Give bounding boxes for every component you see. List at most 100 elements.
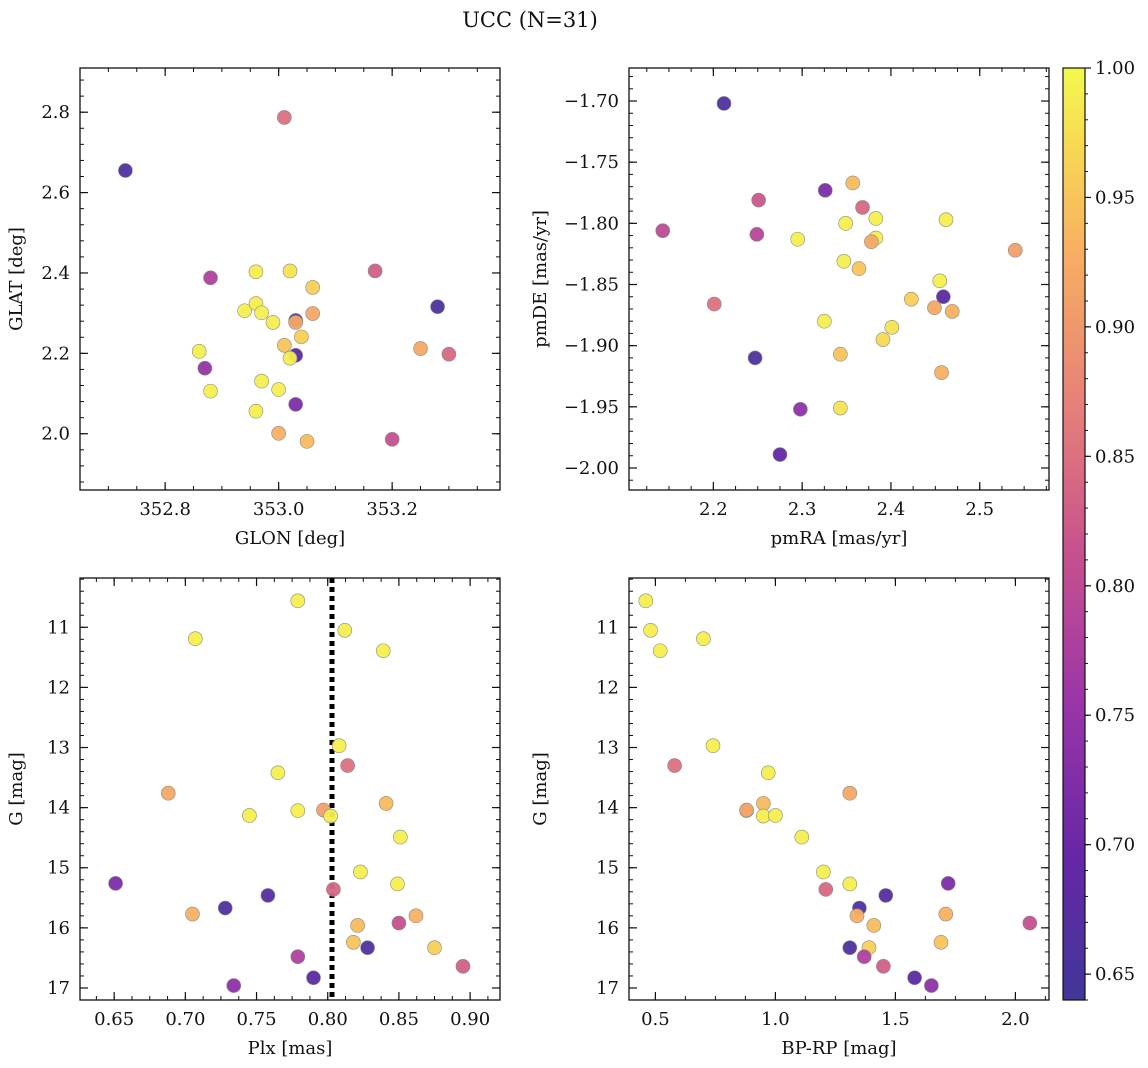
panel-bprp-g: 0.5 1.0 1.5 2.0 11 12 13 14 15 16 17 BP-RP [mag] G [… <box>530 577 1050 1059</box>
data-point <box>288 397 303 412</box>
data-point <box>866 918 882 933</box>
data-point <box>833 346 848 362</box>
data-point <box>816 864 831 880</box>
panel-plx-g: 0.65 0.70 0.75 0.80 0.85 0.90 11 12 13 14 15 16 17 Pl… <box>6 577 501 1059</box>
x-tick-label: 353.0 <box>253 499 305 520</box>
x-tick-label: 353.2 <box>366 499 418 520</box>
x-tick-label: 2.5 <box>965 499 994 520</box>
data-point <box>282 350 298 366</box>
y-tick-label: −1.85 <box>564 275 619 296</box>
panel-glon-glat: 352.8 353.0 353.2 2.0 2.2 2.4 2.6 2.8 GLON [deg]… <box>6 67 501 549</box>
colorbar-tick-label: 0.70 <box>1095 835 1135 856</box>
data-point <box>191 344 207 359</box>
data-point <box>290 803 306 818</box>
data-point <box>655 223 671 238</box>
data-point <box>932 273 948 289</box>
data-point <box>203 270 218 286</box>
y-tick-label: 13 <box>596 738 619 759</box>
data-point <box>855 200 870 215</box>
data-point <box>254 305 269 321</box>
y-tick-label: −1.95 <box>564 397 619 418</box>
y-tick-label: 14 <box>596 798 619 819</box>
data-point <box>696 631 711 647</box>
y-tick-label: −1.90 <box>564 336 619 357</box>
data-point <box>248 264 264 280</box>
data-point <box>331 738 347 754</box>
y-tick-label: −1.80 <box>564 213 619 234</box>
data-point <box>907 970 922 986</box>
data-point <box>652 643 668 659</box>
data-point <box>884 320 900 335</box>
colorbar-tick-label: 0.80 <box>1095 576 1135 597</box>
data-point <box>817 313 832 329</box>
y-tick-label: 11 <box>596 617 619 638</box>
x-axis-label: Plx [mas] <box>248 1038 333 1059</box>
data-point <box>739 802 754 818</box>
data-point <box>203 383 218 399</box>
data-point <box>760 765 776 781</box>
data-point <box>305 280 321 295</box>
data-point <box>638 593 654 609</box>
data-point <box>217 900 233 916</box>
figure-title: UCC (N=31) <box>462 8 598 32</box>
data-point <box>360 940 375 956</box>
data-point <box>768 808 783 823</box>
data-point <box>277 338 292 353</box>
data-point <box>118 163 133 178</box>
x-tick-label: 0.85 <box>379 1009 419 1030</box>
data-point <box>197 360 213 376</box>
x-axis-label: pmRA [mas/yr] <box>771 528 908 549</box>
data-point <box>271 426 286 441</box>
data-point <box>282 263 298 279</box>
data-point <box>306 970 321 986</box>
data-point <box>794 829 810 845</box>
data-point <box>875 332 891 347</box>
data-point <box>818 882 834 897</box>
data-point <box>237 303 252 319</box>
data-point <box>430 299 445 315</box>
data-point <box>288 315 303 330</box>
data-point <box>876 959 891 974</box>
x-tick-label: 0.65 <box>94 1009 134 1030</box>
data-point <box>441 346 457 362</box>
y-tick-label: 2.2 <box>41 343 70 364</box>
data-point <box>413 341 428 356</box>
x-tick-label: 0.90 <box>450 1009 490 1030</box>
y-axis-label: pmDE [mas/yr] <box>530 210 551 348</box>
data-point <box>242 808 257 823</box>
data-point <box>367 263 383 279</box>
x-tick-label: 2.3 <box>788 499 817 520</box>
y-tick-label: −1.75 <box>564 152 619 173</box>
data-point <box>838 216 853 231</box>
data-point <box>271 382 286 397</box>
y-axis-label: G [mag] <box>530 752 551 825</box>
y-tick-label: 17 <box>596 978 619 999</box>
data-point <box>375 643 391 659</box>
data-point <box>188 631 203 647</box>
plot-frame <box>79 577 501 1001</box>
x-tick-label: 0.80 <box>308 1009 348 1030</box>
y-tick-label: 14 <box>47 798 70 819</box>
y-tick-label: 12 <box>596 677 619 698</box>
data-point <box>836 253 852 269</box>
y-tick-label: 2.6 <box>41 183 70 204</box>
panel-pmra-pmde: 2.2 2.3 2.4 2.5 −1.70 −1.75 −1.80 −1.85 −1.90 −1.… <box>530 67 1050 549</box>
data-point <box>408 908 424 924</box>
y-axis-label: GLAT [deg] <box>6 227 27 331</box>
data-point <box>393 829 408 845</box>
x-tick-label: 0.75 <box>237 1009 277 1030</box>
data-point <box>751 192 766 208</box>
data-point <box>924 978 939 993</box>
y-tick-label: −1.70 <box>564 91 619 112</box>
x-tick-label: 2.0 <box>1001 1009 1030 1030</box>
data-point <box>705 738 721 754</box>
plot-frame <box>628 577 1050 1001</box>
data-point <box>340 758 355 773</box>
y-tick-label: 2.4 <box>41 263 70 284</box>
data-point <box>378 796 394 811</box>
data-point <box>160 785 176 801</box>
data-point <box>756 796 771 811</box>
data-point <box>299 434 315 449</box>
y-tick-label: 16 <box>596 918 619 939</box>
